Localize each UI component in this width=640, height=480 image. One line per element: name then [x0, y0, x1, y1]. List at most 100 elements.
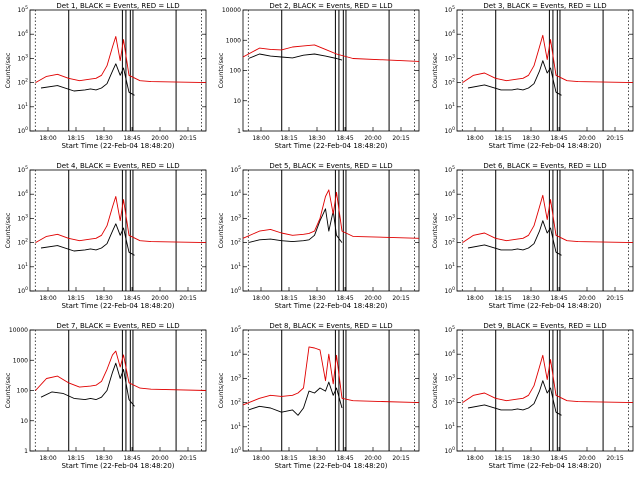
x-tick-label: 18:00 [466, 135, 483, 142]
y-tick-label: 100 [444, 446, 455, 455]
x-tick-label: 20:00 [364, 295, 381, 302]
detector-panel-4: Det 4, BLACK = Events, RED = LLD 100 101 10… [4, 162, 207, 310]
x-tick-label: 18:30 [95, 135, 112, 142]
events-series-line [467, 60, 562, 96]
x-axis-label: Start Time (22-Feb-04 18:48:20) [61, 462, 174, 470]
y-tick-label: 105 [444, 5, 455, 14]
y-tick-label: 101 [230, 262, 241, 271]
y-tick-label: 103 [444, 53, 455, 62]
y-tick-label: 10 [233, 98, 241, 105]
x-tick-label: 18:30 [95, 295, 112, 302]
plot-frame [29, 329, 207, 452]
events-series-line [467, 220, 562, 256]
plot-frame [456, 169, 634, 292]
panel-title: Det 3, BLACK = Events, RED = LLD [483, 2, 606, 10]
y-tick-label: 102 [17, 238, 28, 247]
lld-series-line [35, 196, 207, 244]
x-tick-label: 20:00 [364, 455, 381, 462]
x-tick-label: 18:00 [39, 455, 56, 462]
y-axis-label: Counts/sec [217, 212, 225, 248]
x-tick-label: 20:00 [578, 135, 595, 142]
x-axis-label: Start Time (22-Feb-04 18:48:20) [274, 142, 387, 150]
y-tick-label: 104 [444, 189, 455, 198]
y-tick-label: 101 [444, 262, 455, 271]
x-tick-label: 20:00 [151, 295, 168, 302]
y-tick-label: 105 [17, 165, 28, 174]
y-tick-label: 1 [237, 128, 241, 135]
x-tick-label: 20:00 [578, 455, 595, 462]
y-tick-label: 102 [17, 78, 28, 87]
x-tick-label: 18:30 [522, 135, 539, 142]
y-tick-label: 10 [20, 418, 28, 425]
x-tick-label: 18:15 [280, 455, 297, 462]
x-axis-label: Start Time (22-Feb-04 18:48:20) [61, 302, 174, 310]
lld-series-line [462, 194, 634, 244]
y-tick-label: 100 [444, 126, 455, 135]
y-tick-label: 103 [444, 213, 455, 222]
events-series-line [248, 53, 343, 61]
x-tick-label: 18:45 [336, 455, 353, 462]
y-tick-label: 104 [444, 29, 455, 38]
events-series-line [467, 380, 562, 416]
events-series-line [40, 223, 135, 256]
x-axis-label: Start Time (22-Feb-04 18:48:20) [61, 142, 174, 150]
y-tick-label: 105 [230, 325, 241, 334]
x-tick-label: 18:00 [39, 295, 56, 302]
x-tick-label: 18:30 [308, 295, 325, 302]
y-tick-label: 101 [17, 102, 28, 111]
panel-title: Det 9, BLACK = Events, RED = LLD [483, 322, 606, 330]
lld-series-line [242, 189, 420, 239]
events-series-line [40, 63, 135, 96]
x-tick-label: 20:00 [151, 455, 168, 462]
x-tick-label: 20:00 [151, 135, 168, 142]
x-axis-label: Start Time (22-Feb-04 18:48:20) [488, 302, 601, 310]
y-tick-label: 104 [444, 349, 455, 358]
x-tick-label: 20:15 [179, 135, 196, 142]
events-series-line [248, 208, 343, 244]
x-tick-label: 18:00 [252, 135, 269, 142]
y-axis-label: Counts/sec [431, 212, 439, 248]
x-tick-label: 20:15 [606, 295, 623, 302]
detector-panel-3: Det 3, BLACK = Events, RED = LLD 100 101 10… [431, 2, 634, 150]
x-axis-label: Start Time (22-Feb-04 18:48:20) [488, 462, 601, 470]
y-axis-label: Counts/sec [4, 52, 12, 88]
panel-title: Det 5, BLACK = Events, RED = LLD [269, 162, 392, 170]
events-series-line [248, 381, 343, 416]
x-tick-label: 18:00 [466, 455, 483, 462]
y-tick-label: 104 [230, 189, 241, 198]
plot-frame [456, 9, 634, 132]
y-tick-label: 103 [444, 373, 455, 382]
plot-frame [242, 329, 420, 452]
x-tick-label: 18:00 [252, 295, 269, 302]
x-tick-label: 18:45 [336, 295, 353, 302]
y-axis-label: Counts/sec [217, 372, 225, 408]
y-tick-label: 100 [17, 388, 29, 395]
x-tick-label: 18:30 [308, 135, 325, 142]
x-tick-label: 18:15 [67, 455, 84, 462]
x-tick-label: 20:15 [392, 455, 409, 462]
y-tick-label: 10000 [222, 7, 241, 14]
panel-title: Det 7, BLACK = Events, RED = LLD [56, 322, 179, 330]
x-tick-label: 18:30 [95, 455, 112, 462]
plot-frame [456, 329, 634, 452]
x-tick-label: 18:00 [39, 135, 56, 142]
x-tick-label: 18:45 [550, 455, 567, 462]
x-tick-label: 18:15 [280, 295, 297, 302]
y-tick-label: 1 [24, 448, 28, 455]
y-tick-label: 104 [17, 29, 28, 38]
x-tick-label: 20:00 [364, 135, 381, 142]
y-tick-label: 103 [230, 213, 241, 222]
x-tick-label: 18:45 [336, 135, 353, 142]
y-axis-label: Counts/sec [4, 372, 12, 408]
y-tick-label: 104 [17, 189, 28, 198]
x-tick-label: 18:00 [252, 455, 269, 462]
y-tick-label: 105 [230, 165, 241, 174]
x-tick-label: 18:15 [494, 455, 511, 462]
x-tick-label: 20:15 [179, 295, 196, 302]
y-tick-label: 102 [230, 238, 241, 247]
lld-series-line [462, 354, 634, 404]
lld-series-line [462, 34, 634, 84]
y-tick-label: 100 [230, 286, 241, 295]
x-tick-label: 18:15 [67, 135, 84, 142]
